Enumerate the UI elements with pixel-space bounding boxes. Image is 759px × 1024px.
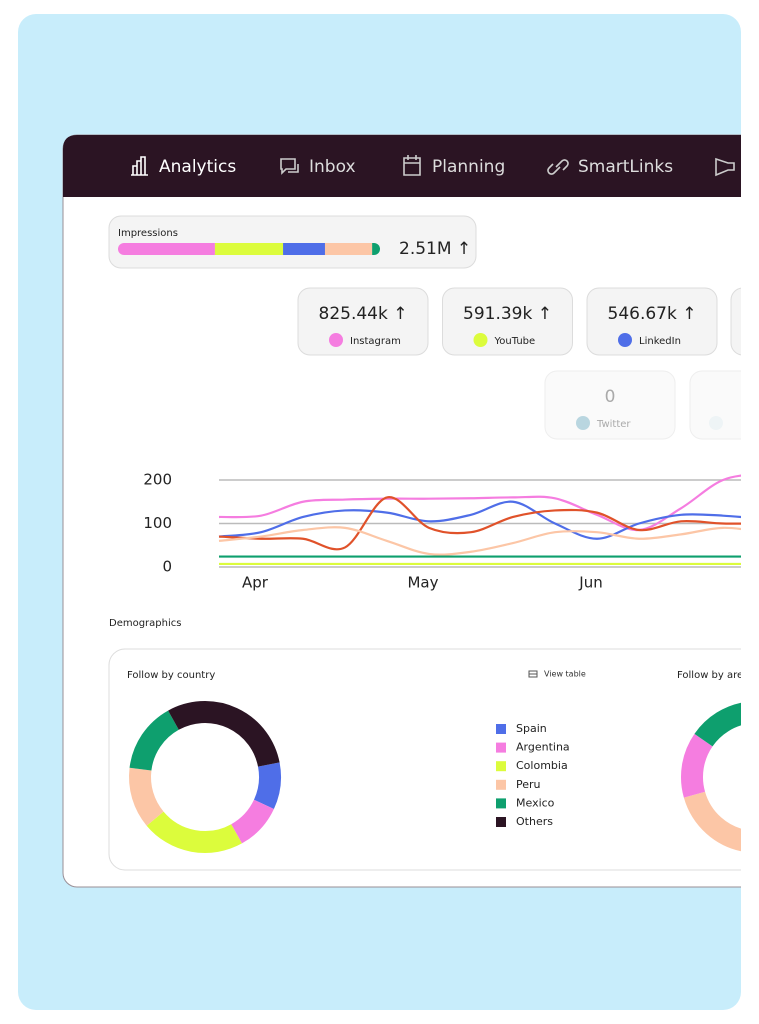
stat-value: 591.39k ↑	[463, 304, 552, 324]
y-tick-label: 0	[162, 558, 172, 576]
section-title: Demographics	[109, 618, 181, 629]
legend-label: Mexico	[516, 796, 555, 809]
legend-label: Others	[516, 815, 553, 828]
more-icon	[715, 157, 735, 177]
legend-label: Argentina	[516, 741, 570, 754]
card-title: Follow by area	[677, 670, 749, 681]
x-tick-label: May	[407, 574, 438, 592]
stat-network: YouTube	[494, 336, 536, 347]
inbox-icon	[280, 158, 299, 175]
donut-segment	[146, 811, 242, 853]
nav-item[interactable]: Inbox	[309, 157, 356, 177]
series-line	[218, 472, 741, 532]
series-line	[218, 500, 741, 540]
impressions-label: Impressions	[118, 228, 178, 239]
nav-icons	[131, 155, 735, 177]
donut-segment	[253, 762, 281, 810]
impressions-segment	[372, 243, 380, 255]
donut-segment	[681, 733, 713, 798]
stat-value: 546.67k ↑	[608, 304, 697, 324]
stat-dot	[329, 333, 343, 347]
legend-label: Spain	[516, 722, 547, 735]
donut-segment	[168, 701, 280, 768]
y-tick-label: 200	[143, 471, 172, 489]
stat-dot-partial	[709, 416, 723, 430]
impressions-segment	[283, 243, 325, 255]
legend-swatch	[496, 817, 506, 827]
legend-swatch	[496, 724, 506, 734]
x-tick-label: Jun	[578, 574, 602, 592]
legend-label: Colombia	[516, 759, 568, 772]
impressions-total: 2.51M ↑	[399, 239, 471, 259]
impressions-segment	[214, 243, 284, 255]
card-title: Follow by country	[127, 670, 215, 681]
nav-item[interactable]: Planning	[432, 157, 505, 177]
y-tick-label: 100	[143, 514, 172, 532]
stat-network: LinkedIn	[639, 336, 681, 347]
plot-area	[218, 472, 741, 566]
legend-swatch	[496, 761, 506, 772]
impressions-bar	[118, 243, 380, 255]
donut-segment	[230, 799, 274, 844]
impressions-segment	[118, 243, 215, 255]
nav-item[interactable]: Analytics	[159, 157, 236, 177]
stat-dot	[618, 333, 632, 347]
donut-segment	[747, 712, 759, 767]
donut-segment	[694, 701, 741, 747]
donut-segment	[129, 710, 180, 771]
series-line	[218, 526, 741, 556]
x-tick-label: Apr	[242, 574, 269, 592]
nav-item[interactable]: SmartLinks	[578, 157, 673, 177]
stat-card-partial	[689, 370, 741, 440]
smartlinks-icon	[547, 159, 569, 175]
demographics-card	[108, 648, 741, 871]
stat-card-partial	[730, 287, 741, 356]
legend-swatch	[496, 779, 506, 790]
view-table-icon	[528, 670, 538, 678]
stat-network: Instagram	[350, 336, 401, 347]
legend-swatch	[496, 798, 506, 809]
view-table-link[interactable]: View table	[544, 670, 586, 679]
stat-dot	[473, 333, 488, 347]
stat-value: 825.44k ↑	[319, 304, 408, 324]
dashboard: Analytics Inbox Planning SmartLinks Impr…	[62, 134, 759, 888]
legend-label: Peru	[516, 778, 541, 791]
donut-segment	[746, 823, 759, 842]
stat-dot	[576, 416, 590, 430]
stat-value: 0	[605, 387, 616, 407]
legend-swatch	[496, 742, 506, 753]
analytics-icon	[131, 156, 148, 176]
series-line	[218, 496, 741, 551]
donut-segment	[129, 767, 164, 826]
impressions-segment	[324, 243, 373, 255]
stat-network: Twitter	[596, 419, 631, 430]
nav-bar	[63, 135, 741, 197]
donut-segment	[683, 791, 741, 852]
planning-icon	[403, 155, 421, 176]
